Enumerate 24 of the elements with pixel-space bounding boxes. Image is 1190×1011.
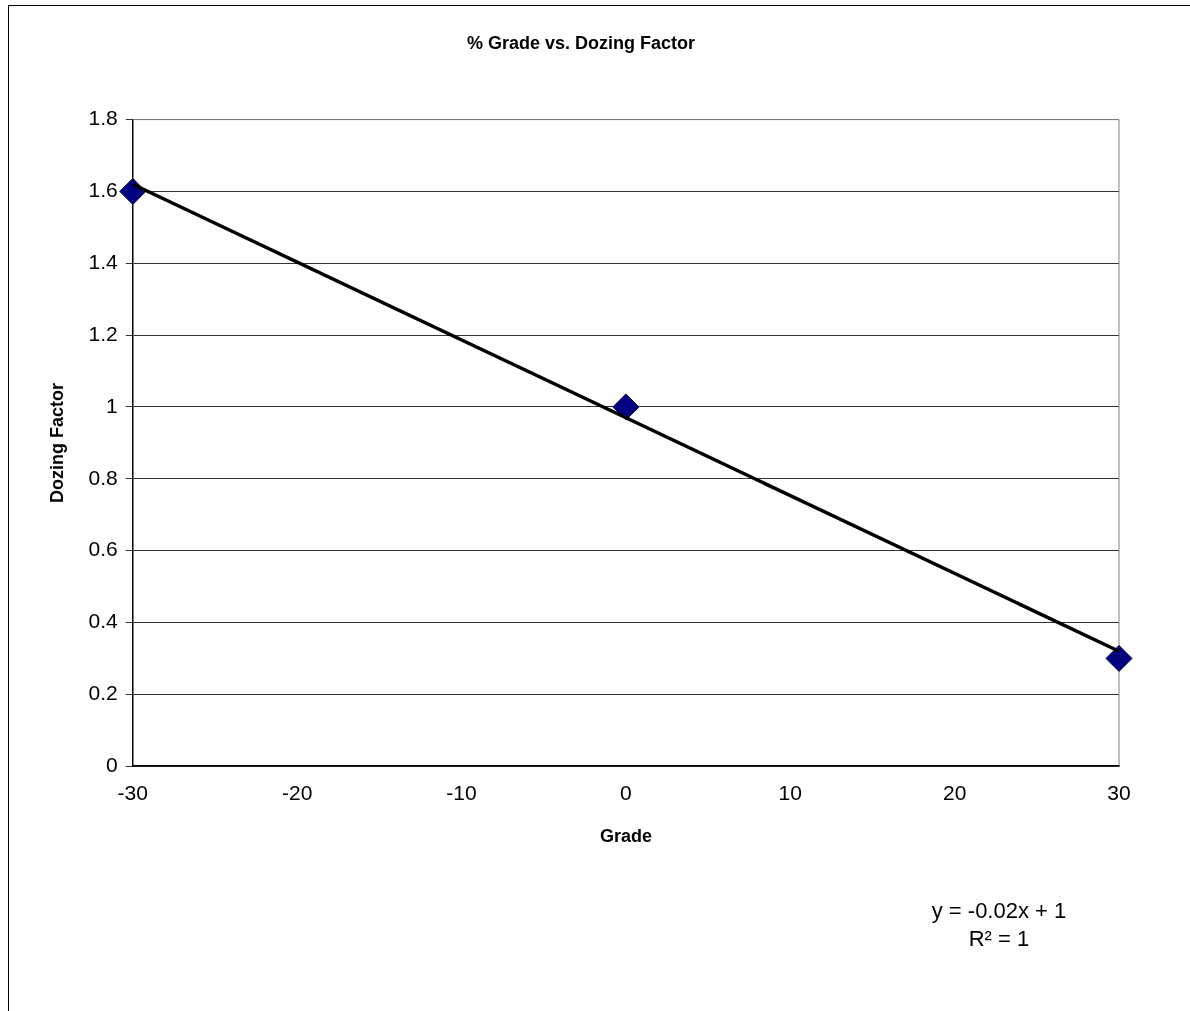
x-tick-label: -30 <box>117 780 148 804</box>
text: y = -0.02x + 1 <box>931 898 1067 924</box>
x-tick-label: 30 <box>1107 780 1131 804</box>
y-tick-label: 0.6 <box>88 537 118 561</box>
y-tick-label: 1.4 <box>88 250 119 274</box>
x-tick-label: -10 <box>446 780 477 804</box>
x-tick-label: -20 <box>281 780 313 804</box>
y-tick-label: 1.6 <box>88 178 118 202</box>
y-tick-label: 0.8 <box>88 465 118 489</box>
point <box>1105 644 1133 672</box>
y-tick-label: 1.8 <box>88 106 118 130</box>
y-tick-label: 1 <box>106 393 118 417</box>
x-axis-title: Grade <box>599 826 652 847</box>
y-tick-label: 1.2 <box>88 321 118 345</box>
text: R² = 1 <box>968 926 1030 952</box>
x-tick-label: 20 <box>942 780 967 804</box>
y-tick-label: 0.2 <box>88 681 118 705</box>
x-tick-label: 0 <box>620 780 632 804</box>
point <box>612 393 640 421</box>
y-tick-label: 0 <box>106 753 118 776</box>
y-tick-label: 0.4 <box>88 609 119 633</box>
chart-title: % Grade vs. Dozing Factor <box>466 32 696 53</box>
x-tick-label: 10 <box>778 780 802 804</box>
y-axis-title: Dozing Factor <box>46 382 67 503</box>
